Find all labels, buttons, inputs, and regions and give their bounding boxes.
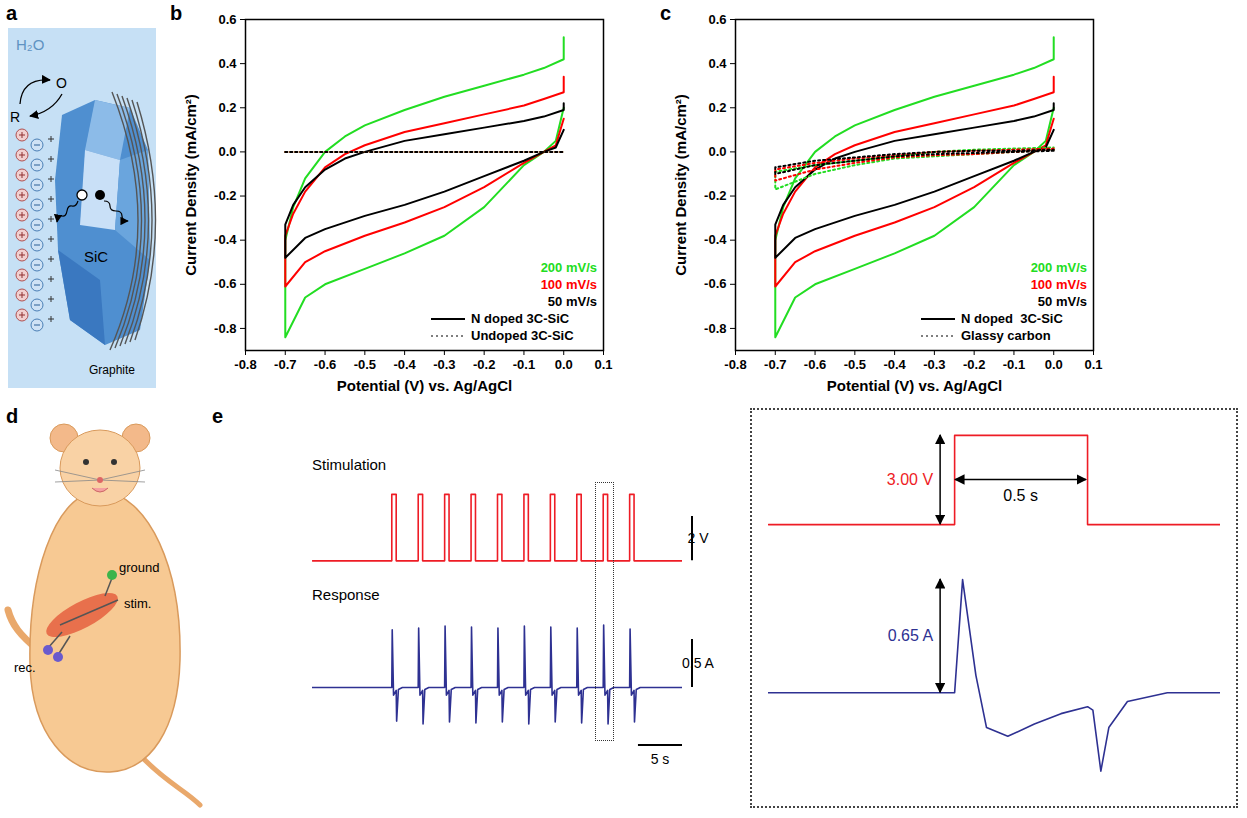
svg-text:-0.2: -0.2 xyxy=(704,188,726,203)
svg-text:-0.3: -0.3 xyxy=(923,357,945,372)
svg-text:Potential (V) vs. Ag/AgCl: Potential (V) vs. Ag/AgCl xyxy=(337,377,512,394)
svg-text:3.00 V: 3.00 V xyxy=(887,471,934,488)
svg-text:0.5 A: 0.5 A xyxy=(682,655,715,671)
svg-text:-0.8: -0.8 xyxy=(704,321,726,336)
svg-text:-0.7: -0.7 xyxy=(764,357,786,372)
svg-text:-0.2: -0.2 xyxy=(473,357,495,372)
svg-text:-0.3: -0.3 xyxy=(433,357,455,372)
svg-text:-0.4: -0.4 xyxy=(704,232,727,247)
svg-text:SiC: SiC xyxy=(84,248,108,265)
html-text:N doped 3C-SiC: N doped 3C-SiC xyxy=(471,311,570,326)
svg-text:-0.8: -0.8 xyxy=(214,321,236,336)
svg-text:0.0: 0.0 xyxy=(218,144,236,159)
html-text:50 mV/s: 50 mV/s xyxy=(1037,294,1087,309)
html-text:b: b xyxy=(170,2,183,24)
html-text:Undoped 3C-SiC: Undoped 3C-SiC xyxy=(471,328,574,343)
svg-text:-0.2: -0.2 xyxy=(214,188,236,203)
svg-text:Graphite: Graphite xyxy=(89,363,135,377)
svg-text:0.4: 0.4 xyxy=(218,56,237,71)
svg-text:-0.6: -0.6 xyxy=(314,357,336,372)
svg-text:-0.1: -0.1 xyxy=(1003,357,1025,372)
html-text:200 mV/s: 200 mV/s xyxy=(1030,260,1087,275)
svg-text:-0.2: -0.2 xyxy=(963,357,985,372)
svg-text:ground: ground xyxy=(119,560,159,575)
svg-text:-0.8: -0.8 xyxy=(234,357,256,372)
svg-text:0.0: 0.0 xyxy=(1045,357,1063,372)
svg-text:0.6: 0.6 xyxy=(218,12,236,27)
html-text:c: c xyxy=(660,2,672,24)
svg-text:-0.4: -0.4 xyxy=(214,232,237,247)
svg-text:2 V: 2 V xyxy=(687,530,709,546)
svg-text:-0.6: -0.6 xyxy=(214,276,236,291)
svg-text:0.2: 0.2 xyxy=(708,100,726,115)
svg-text:5 s: 5 s xyxy=(651,751,670,767)
html-text:Stimulation: Stimulation xyxy=(312,456,387,473)
svg-text:0.4: 0.4 xyxy=(708,56,727,71)
svg-text:stim.: stim. xyxy=(124,596,151,611)
svg-text:-0.4: -0.4 xyxy=(393,357,416,372)
svg-text:-0.1: -0.1 xyxy=(513,357,535,372)
svg-text:rec.: rec. xyxy=(14,660,36,675)
svg-text:-0.8: -0.8 xyxy=(724,357,746,372)
svg-text:O: O xyxy=(56,75,67,91)
svg-text:0.1: 0.1 xyxy=(594,357,612,372)
svg-text:0.0: 0.0 xyxy=(555,357,573,372)
svg-text:0.1: 0.1 xyxy=(1084,357,1102,372)
html-text:d: d xyxy=(6,405,19,427)
html-text:Glassy carbon: Glassy carbon xyxy=(961,328,1051,343)
html-text:100 mV/s: 100 mV/s xyxy=(540,277,597,292)
svg-text:-0.6: -0.6 xyxy=(804,357,826,372)
svg-text:0.65 A: 0.65 A xyxy=(888,627,934,644)
html-text:Response: Response xyxy=(312,586,380,603)
svg-text:-0.7: -0.7 xyxy=(274,357,296,372)
svg-text:-0.4: -0.4 xyxy=(883,357,906,372)
html-text:N doped 3C-SiC: N doped 3C-SiC xyxy=(961,311,1063,326)
html-text:200 mV/s: 200 mV/s xyxy=(540,260,597,275)
html-text:a: a xyxy=(6,2,18,24)
svg-text:0.6: 0.6 xyxy=(708,12,726,27)
html-text:100 mV/s: 100 mV/s xyxy=(1030,277,1087,292)
svg-text:Current Density (mA/cm²): Current Density (mA/cm²) xyxy=(672,94,689,276)
svg-text:-0.5: -0.5 xyxy=(354,357,376,372)
svg-text:R: R xyxy=(10,109,20,125)
svg-text:0.0: 0.0 xyxy=(708,144,726,159)
html-text:50 mV/s: 50 mV/s xyxy=(547,294,597,309)
svg-text:H₂O: H₂O xyxy=(16,36,44,53)
html-text:e: e xyxy=(212,405,224,427)
svg-text:-0.6: -0.6 xyxy=(704,276,726,291)
svg-text:0.5 s: 0.5 s xyxy=(1003,487,1038,504)
svg-text:0.2: 0.2 xyxy=(218,100,236,115)
svg-text:-0.5: -0.5 xyxy=(844,357,866,372)
svg-text:Current Density (mA/cm²): Current Density (mA/cm²) xyxy=(182,94,199,276)
svg-text:Potential (V) vs. Ag/AgCl: Potential (V) vs. Ag/AgCl xyxy=(827,377,1002,394)
